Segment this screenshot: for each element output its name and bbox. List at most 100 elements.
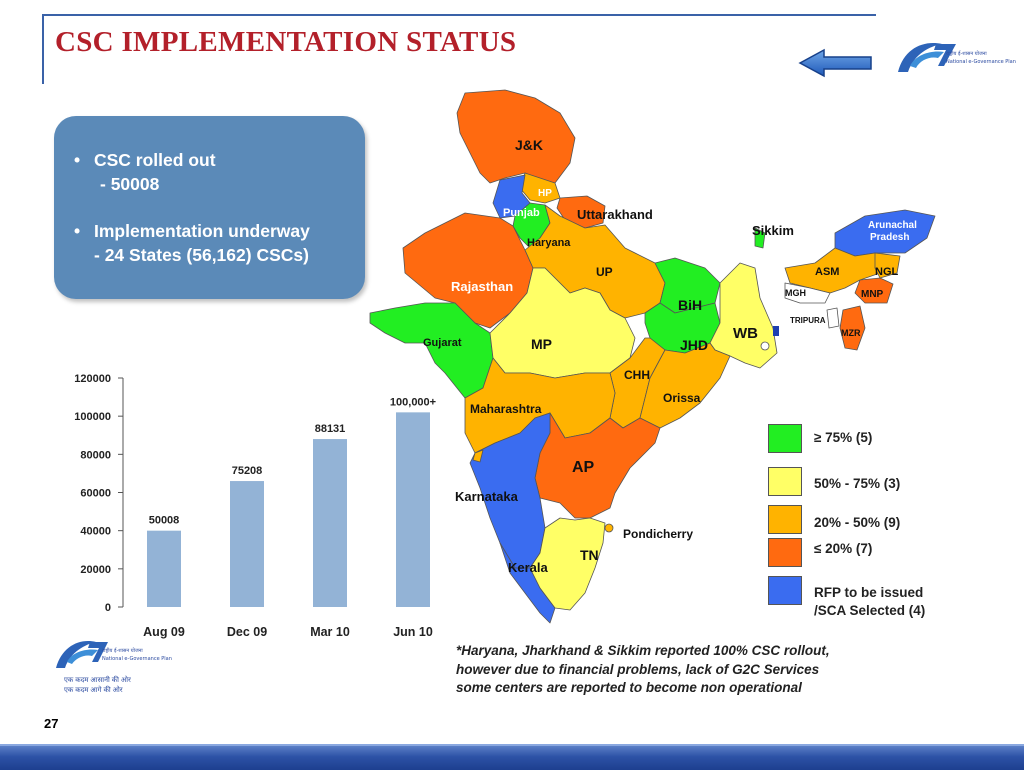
label-kerala: Kerala <box>508 560 549 575</box>
y-tick-label: 120000 <box>74 373 111 385</box>
footnote-line: however due to financial problems, lack … <box>456 661 820 677</box>
label-jk: J&K <box>515 137 543 153</box>
label-mp: MP <box>531 336 552 352</box>
y-tick-label: 0 <box>105 602 111 614</box>
label-gujarat: Gujarat <box>423 337 462 349</box>
label-up: UP <box>596 265 613 279</box>
y-tick-label: 100000 <box>74 411 111 423</box>
slide-title: CSC IMPLEMENTATION STATUS <box>55 26 517 58</box>
left-arrow-icon[interactable] <box>798 48 874 78</box>
bar-data-label: 88131 <box>315 423 346 435</box>
y-tick-label: 40000 <box>80 526 111 538</box>
india-csc-status-map: J&K HP Punjab Uttarakhand Haryana UP Raj… <box>369 89 936 624</box>
state-goa <box>472 449 484 463</box>
csc-rolled-out-label: CSC rolled out <box>94 150 216 170</box>
label-wb: WB <box>733 325 758 342</box>
bar <box>313 439 347 607</box>
label-tn: TN <box>580 547 599 563</box>
bullet-marker: • <box>74 221 81 241</box>
bottom-decorative-bar <box>0 744 1024 770</box>
state-kerala <box>499 542 556 624</box>
y-tick-label: 80000 <box>80 449 111 461</box>
label-jhd: JHD <box>680 337 708 353</box>
label-sikkim: Sikkim <box>752 223 794 238</box>
x-tick-label: Jun 10 <box>393 625 433 639</box>
svg-text:राष्ट्रीय ई-शासन योजना: राष्ट्रीय ई-शासन योजना <box>946 50 987 57</box>
legend-swatch <box>768 424 802 453</box>
label-bih: BiH <box>678 297 702 313</box>
legend-swatch <box>768 538 802 567</box>
frame-top-line <box>42 14 876 16</box>
label-haryana: Haryana <box>527 237 571 249</box>
svg-text:राष्ट्रीय ई-शासन योजना: राष्ट्रीय ई-शासन योजना <box>102 647 143 654</box>
hindi-tagline-graphic: एक कदम आसानी की ओर एक कदम आगे की ओर <box>64 677 131 694</box>
legend-label: 20% - 50% (9) <box>814 515 901 530</box>
label-tripura: TRIPURA <box>790 316 826 325</box>
x-tick-label: Dec 09 <box>227 625 267 639</box>
label-arunachal-line2: Pradesh <box>870 232 909 243</box>
legend-label: /SCA Selected (4) <box>814 603 926 618</box>
bullet-marker: • <box>74 150 81 170</box>
state-manipur <box>854 277 894 304</box>
national-egovernance-plan-logo: राष्ट्रीय ई-शासन योजना National e-Govern… <box>898 43 1016 72</box>
implementation-underway-value: - 24 States (56,162) CSCs) <box>94 245 309 265</box>
legend-label: 50% - 75% (3) <box>814 476 901 491</box>
x-tick-label: Aug 09 <box>143 625 185 639</box>
csc-rollout-bar-chart: 0 20000 40000 60000 80000 100000 120000 50008 A… <box>74 373 436 639</box>
bar-data-label: 75208 <box>232 465 263 477</box>
label-karnataka: Karnataka <box>455 489 519 504</box>
label-pondicherry: Pondicherry <box>623 527 693 541</box>
y-tick-label: 60000 <box>80 488 111 500</box>
footnote-line: *Haryana, Jharkhand & Sikkim reported 10… <box>456 643 830 658</box>
page-number: 27 <box>44 716 59 731</box>
label-punjab: Punjab <box>503 207 540 219</box>
legend-label: ≥ 75% (5) <box>814 430 873 445</box>
bar <box>230 481 264 607</box>
state-meghalaya <box>784 282 831 304</box>
y-tick-label: 20000 <box>80 564 111 576</box>
svg-text:National e-Governance Plan: National e-Governance Plan <box>102 656 172 662</box>
state-tripura <box>826 307 840 329</box>
label-ap: AP <box>572 459 595 476</box>
csc-summary-box: • CSC rolled out - 50008 • Implementatio… <box>54 116 365 299</box>
legend-label: RFP to be issued <box>814 585 924 600</box>
legend-label: ≤ 20% (7) <box>814 541 873 556</box>
csc-rolled-out-value: - 50008 <box>100 174 160 194</box>
state-pondicherry <box>604 523 614 533</box>
bar <box>147 530 181 607</box>
bar-data-label: 50008 <box>149 515 180 527</box>
national-egovernance-plan-logo: राष्ट्रीय ई-शासन योजना National e-Govern… <box>56 641 172 668</box>
label-orissa: Orissa <box>663 391 701 405</box>
legend-swatch <box>768 467 802 496</box>
label-asm: ASM <box>815 266 839 278</box>
bar <box>396 412 430 607</box>
label-mnp: MNP <box>861 289 884 300</box>
label-rajasthan: Rajasthan <box>451 279 513 294</box>
state-mizoram <box>839 305 866 351</box>
implementation-underway-label: Implementation underway <box>94 221 310 241</box>
label-arunachal-line1: Arunachal <box>868 220 917 231</box>
label-mzr: MZR <box>841 328 861 338</box>
footnote-line: some centers are reported to become non … <box>456 680 802 695</box>
kolkata-marker <box>760 341 770 351</box>
label-mgh: MGH <box>785 288 806 298</box>
state-karnataka <box>469 412 551 569</box>
state-ap <box>534 412 661 519</box>
state-sikkim <box>754 227 766 249</box>
state-tn <box>529 517 606 611</box>
label-maharashtra: Maharashtra <box>470 402 542 416</box>
bar-data-label: 100,000+ <box>390 396 436 408</box>
x-tick-label: Mar 10 <box>310 625 350 639</box>
state-bangladesh-gap <box>773 326 779 336</box>
legend-swatch <box>768 576 802 605</box>
label-chh: CHH <box>624 368 650 382</box>
footnote: *Haryana, Jharkhand & Sikkim reported 10… <box>456 642 976 698</box>
frame-left-line <box>42 14 44 84</box>
label-ngl: NGL <box>875 266 899 278</box>
state-orissa <box>639 342 731 429</box>
svg-text:National e-Governance Plan: National e-Governance Plan <box>946 59 1016 65</box>
label-uttarakhand: Uttarakhand <box>577 207 653 222</box>
label-hp: HP <box>538 188 552 199</box>
legend-swatch <box>768 505 802 534</box>
state-nagaland <box>874 252 901 279</box>
